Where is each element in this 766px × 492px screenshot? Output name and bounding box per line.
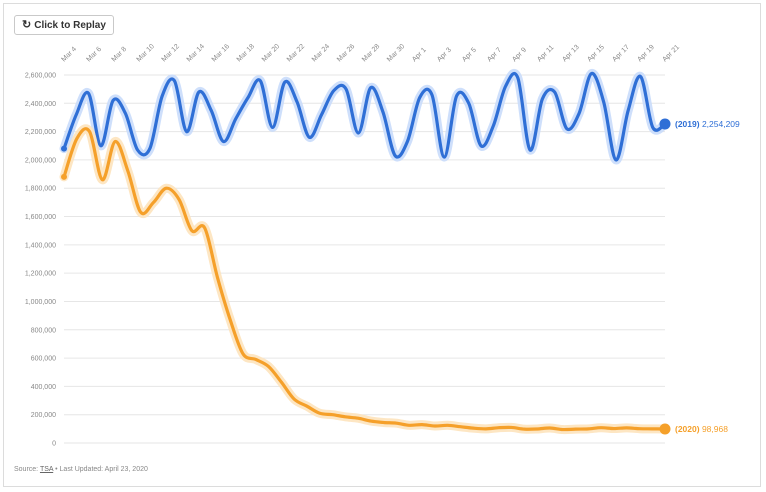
series-2020-line: [62, 127, 667, 432]
replay-icon: ↻: [22, 18, 32, 31]
y-tick-label: 1,000,000: [25, 299, 56, 306]
y-tick-label: 800,000: [31, 327, 56, 334]
series-2019-start-point: [61, 145, 67, 152]
y-tick-label: 1,600,000: [25, 214, 56, 221]
x-tick-label: Mar 12: [161, 43, 181, 63]
x-tick-label: Mar 18: [236, 43, 256, 63]
series-2020-end-value: 98,968: [700, 424, 729, 434]
series-2019: [59, 69, 671, 165]
x-tick-label: Mar 26: [336, 43, 356, 63]
series-2019-name: (2019): [675, 119, 700, 129]
series-2020: [59, 124, 671, 435]
grid-lines: [64, 74, 665, 444]
end-labels: (2019) 2,254,209 (2020) 98,968: [675, 119, 740, 434]
series-layer: [59, 69, 671, 435]
series-2020-start-point: [61, 173, 67, 180]
x-tick-label: Apr 5: [461, 47, 478, 64]
series-2019-line: [62, 71, 667, 162]
series-2019-end-label: (2019) 2,254,209: [675, 119, 740, 129]
y-tick-label: 200,000: [31, 412, 56, 419]
x-tick-label: Apr 15: [586, 44, 606, 64]
x-tick-label: Apr 11: [536, 44, 555, 63]
x-tick-label: Mar 28: [361, 43, 381, 63]
x-tick-label: Mar 30: [386, 43, 406, 63]
y-tick-label: 1,400,000: [25, 242, 56, 249]
y-axis-ticks: 0 200,000 400,000 600,000 800,000 1,000,000 1,…: [25, 73, 56, 448]
series-2020-name: (2020): [675, 424, 700, 434]
x-tick-label: Apr 9: [511, 47, 528, 64]
x-axis-ticks: Mar 4 Mar 6 Mar 8 Mar 10 Mar 12 Mar 14 Mar 16 M…: [60, 43, 681, 63]
y-tick-label: 0: [52, 441, 56, 448]
x-tick-label: Mar 4: [60, 46, 78, 64]
x-tick-label: Mar 22: [286, 43, 306, 63]
series-2019-end-value: 2,254,209: [700, 119, 740, 129]
source-suffix: • Last Updated: April 23, 2020: [55, 466, 148, 473]
x-tick-label: Mar 8: [111, 46, 129, 64]
replay-button[interactable]: ↻ Click to Replay: [14, 15, 114, 35]
x-tick-label: Apr 13: [561, 44, 581, 64]
x-tick-label: Apr 21: [661, 44, 681, 64]
x-tick-label: Mar 14: [186, 43, 206, 63]
series-2020-end-point[interactable]: [659, 423, 671, 435]
y-tick-label: 2,000,000: [25, 157, 56, 164]
x-tick-label: Apr 1: [411, 47, 428, 64]
x-tick-label: Mar 16: [211, 43, 231, 63]
y-tick-label: 400,000: [31, 384, 56, 391]
source-note: Source: TSA • Last Updated: April 23, 20…: [14, 466, 148, 473]
x-tick-label: Apr 7: [486, 47, 503, 64]
series-2019-end-point[interactable]: [659, 118, 671, 130]
series-2020-end-label: (2020) 98,968: [675, 424, 728, 434]
y-tick-label: 600,000: [31, 356, 56, 363]
source-link-tsa[interactable]: TSA: [39, 466, 54, 473]
x-tick-label: Apr 17: [611, 44, 631, 64]
x-tick-label: Apr 19: [636, 44, 656, 64]
y-tick-label: 2,200,000: [25, 129, 56, 136]
y-tick-label: 2,400,000: [25, 101, 56, 108]
x-tick-label: Mar 6: [86, 46, 104, 64]
x-tick-label: Apr 3: [436, 47, 453, 64]
y-tick-label: 2,600,000: [25, 73, 56, 80]
y-tick-label: 1,200,000: [25, 271, 56, 278]
source-prefix: Source:: [14, 466, 39, 473]
x-tick-label: Mar 24: [311, 43, 331, 63]
series-2020-glow: [59, 124, 670, 435]
x-tick-label: Mar 10: [136, 43, 156, 63]
y-tick-label: 1,800,000: [25, 186, 56, 193]
x-tick-label: Mar 20: [261, 43, 281, 63]
replay-button-label: Click to Replay: [34, 19, 106, 31]
